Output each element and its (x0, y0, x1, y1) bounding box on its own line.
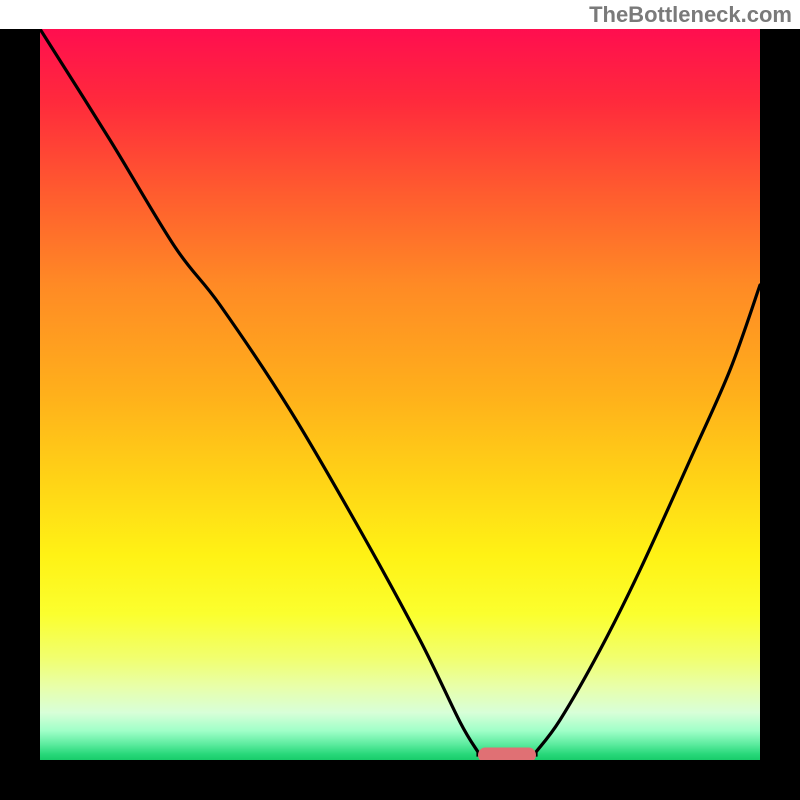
frame-bottom (0, 760, 800, 800)
frame-right (760, 29, 800, 800)
attribution-text: TheBottleneck.com (589, 2, 792, 28)
frame-left (0, 29, 40, 800)
gradient-background (40, 29, 760, 760)
chart-container: TheBottleneck.com (0, 0, 800, 800)
bottleneck-chart (0, 0, 800, 800)
